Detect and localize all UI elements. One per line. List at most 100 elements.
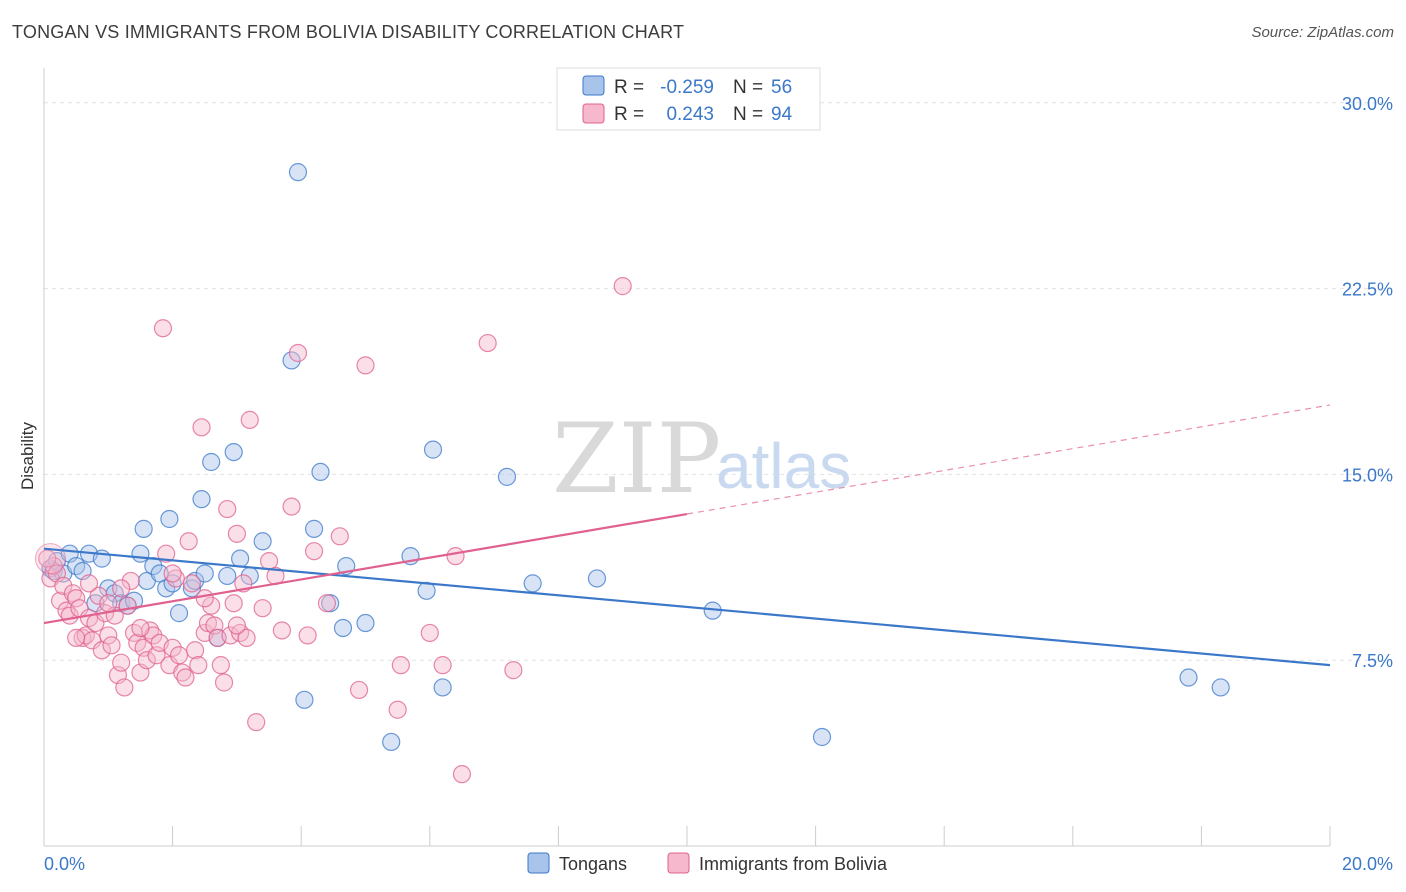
tongans-point-47: [423, 440, 443, 459]
tongans-point-44: [382, 732, 401, 752]
bolivia-point-45: [186, 641, 205, 660]
bolivia-point-23: [115, 678, 134, 697]
x-tick-labels: 0.0% 20.0%: [44, 854, 1393, 874]
series-legend: Tongans Immigrants from Bolivia: [527, 852, 888, 874]
legend-swatch-tongans: [582, 75, 605, 96]
tongans-point-38: [304, 519, 324, 538]
legend-r-label-1: R =: [614, 104, 644, 125]
tongans-point-28: [202, 452, 221, 472]
bolivia-point-42: [176, 668, 195, 687]
bolivia-point-47: [192, 418, 211, 437]
legend-swatch-bolivia: [582, 103, 605, 124]
tongans-point-34: [253, 532, 272, 551]
bolivia-point-70: [298, 626, 317, 645]
bolivia-point-88: [131, 618, 150, 638]
bolivia-point-82: [478, 333, 497, 353]
tongans-point-27: [195, 564, 214, 583]
bolivia-point-67: [272, 621, 292, 640]
chart-title: TONGAN VS IMMIGRANTS FROM BOLIVIA DISABI…: [12, 22, 685, 42]
tongans-point-26: [192, 490, 211, 509]
bolivia-point-35: [153, 319, 173, 338]
bolivia-point-40: [169, 646, 189, 665]
legend-r-value-1: 0.243: [666, 104, 714, 125]
bolivia-point-18: [99, 626, 118, 645]
y-tick-labels: 7.5% 15.0% 22.5% 30.0%: [1342, 94, 1393, 671]
tongans-point-49: [497, 467, 517, 486]
legend-r-value-0: -0.259: [660, 77, 714, 98]
bolivia-point-78: [420, 623, 439, 643]
bolivia-point-81: [452, 765, 472, 784]
bolivia-point-80: [446, 547, 465, 566]
bolivia-point-91: [227, 616, 246, 635]
legend-n-label-0: N =: [733, 77, 763, 98]
bolivia-point-50: [202, 596, 221, 615]
tongans-point-53: [812, 727, 832, 747]
bolivia-point-4: [54, 576, 73, 595]
bolivia-point-79: [433, 656, 452, 675]
legend-n-value-1: 94: [771, 104, 793, 125]
tongans-point-35: [282, 351, 301, 370]
bolivia-point-43: [179, 532, 198, 551]
bolivia-point-68: [282, 497, 301, 516]
y-axis-label: Disability: [18, 421, 37, 490]
bolivia-point-75: [356, 356, 375, 375]
bolivia-point-8: [67, 589, 86, 608]
tongans-point-15: [131, 544, 150, 563]
series-tongans: [41, 163, 1230, 752]
bolivia-point-86: [67, 628, 86, 647]
bolivia-point-15: [89, 586, 108, 605]
x-tick-label-0: 0.0%: [44, 854, 85, 874]
bottom-legend-swatch-bolivia[interactable]: [667, 852, 690, 874]
bolivia-point-55: [218, 499, 237, 519]
bolivia-point-44: [182, 574, 201, 593]
bolivia-point-36: [157, 544, 176, 563]
tongans-point-55: [1211, 678, 1230, 697]
legend-n-label-1: N =: [733, 104, 763, 125]
axes: [43, 68, 1331, 847]
bolivia-point-61: [237, 628, 256, 647]
bolivia-point-90: [195, 589, 214, 608]
bolivia-point-62: [240, 410, 259, 429]
bolivia-point-53: [211, 656, 230, 675]
bolivia-point-63: [247, 713, 266, 732]
y-tick-label-0: 7.5%: [1352, 651, 1393, 671]
chart-source: Source: ZipAtlas.com: [1251, 24, 1394, 41]
bolivia-point-19: [102, 636, 121, 655]
tongans-point-54: [1179, 668, 1198, 687]
stats-legend: R = -0.259 N = 56 R = 0.243 N = 94: [556, 67, 821, 131]
bottom-legend-swatch-tongans[interactable]: [527, 852, 550, 874]
tongans-point-41: [333, 618, 353, 638]
tongans-point-23: [169, 604, 189, 623]
tongans-point-36: [288, 163, 308, 182]
bolivia-point-87: [99, 594, 118, 613]
tongans-point-51: [587, 569, 607, 588]
watermark-zip: ZIP: [552, 403, 721, 515]
x-tick-label-1: 20.0%: [1342, 854, 1393, 874]
legend-r-label-0: R =: [614, 77, 644, 98]
gridlines: [44, 102, 1392, 661]
tongans-point-39: [311, 462, 330, 482]
trend-line-1: [43, 512, 688, 625]
bolivia-point-41: [173, 663, 192, 682]
bolivia-point-74: [349, 680, 369, 700]
bolivia-point-24: [118, 596, 137, 615]
bottom-legend-label-bolivia[interactable]: Immigrants from Bolivia: [699, 854, 888, 874]
bolivia-point-77: [391, 656, 410, 675]
bolivia-point-25: [121, 571, 140, 591]
bolivia-point-69: [288, 343, 308, 363]
y-tick-label-1: 15.0%: [1342, 465, 1393, 485]
bolivia-point-30: [137, 651, 156, 670]
bolivia-point-57: [224, 594, 243, 613]
trend-line-0: [43, 547, 1331, 667]
y-tick-label-3: 30.0%: [1342, 94, 1393, 114]
watermark-atlas: atlas: [716, 430, 851, 502]
trend-line-dashed-1: [686, 404, 1331, 515]
bolivia-point-92: [112, 579, 131, 598]
bottom-legend-label-tongans[interactable]: Tongans: [559, 854, 627, 874]
bolivia-point-71: [304, 542, 324, 561]
tongans-point-25: [186, 571, 205, 591]
tongans-point-31: [224, 442, 243, 462]
tongans-point-16: [134, 519, 153, 538]
bolivia-point-54: [214, 673, 234, 692]
